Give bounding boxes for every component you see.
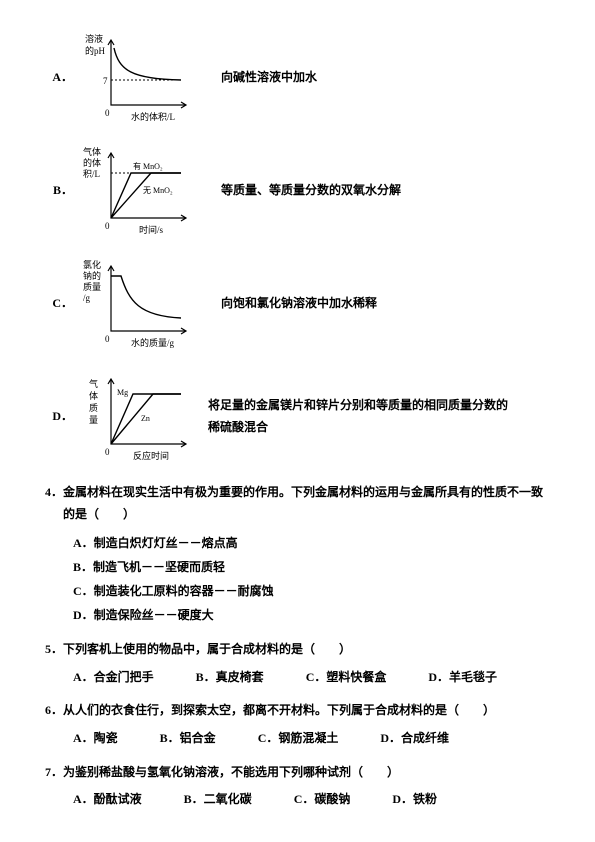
q6-b: B．铝合金 [160,728,216,750]
q5-d: D．羊毛毯子 [428,667,497,689]
q4-stem: 4．金属材料在现实生活中有极为重要的作用。下列金属材料的运用与金属所具有的性质不… [45,482,550,525]
graph-d-yl2: 体 [89,390,98,401]
q5-a: A．合金门把手 [73,667,154,689]
graph-b: 气体 的体 积/L 有 MnO₂ 无 MnO₂ 0 时间/s [81,143,196,238]
q3-d-desc: 将足量的金属镁片和锌片分别和等质量的相同质量分数的稀硫酸混合 [196,395,518,438]
graph-c-yl2: 钠的 [83,270,101,281]
q7-b: B．二氧化碳 [184,789,252,811]
q3-option-a: A． 溶液 的pH 7 0 水的体积/L 向碱性溶液中加水 [45,30,550,125]
q4-c: C．制造装化工原料的容器－－耐腐蚀 [73,579,550,603]
q5-stem: 5．下列客机上使用的物品中，属于合成材料的是（ ） [45,639,550,661]
graph-a-ylabel2: 的pH [85,45,106,56]
graph-b-line2: 无 MnO₂ [143,186,173,195]
graph-c: 氯化 钠的 质量 /g 0 水的质量/g [81,256,196,351]
q7-a: A．酚酞试液 [73,789,142,811]
q6-d: D．合成纤维 [380,728,449,750]
graph-b-yl2: 的体 [83,157,101,168]
graph-c-yl4: /g [83,293,91,303]
graph-d-xlabel: 反应时间 [133,450,169,461]
graph-d-yl4: 量 [89,415,98,425]
q7-d: D．铁粉 [392,789,437,811]
option-label-c: C． [45,293,81,315]
option-label-a: A． [45,67,81,89]
svg-text:0: 0 [105,334,110,344]
q5-c: C．塑料快餐盒 [306,667,387,689]
graph-d-line2: Zn [141,414,150,423]
q3-option-b: B． 气体 的体 积/L 有 MnO₂ 无 MnO₂ 0 时间/s 等质量、等质… [45,143,550,238]
q3-b-desc: 等质量、等质量分数的双氧水分解 [196,180,401,202]
q7-c: C．碳酸钠 [294,789,351,811]
graph-b-yl3: 积/L [83,168,100,179]
graph-d-yl1: 气 [89,378,98,389]
graph-b-xlabel: 时间/s [139,224,164,235]
q6-stem: 6．从人们的衣食住行，到探索太空，都离不开材料。下列属于合成材料的是（ ） [45,700,550,722]
q5-b: B．真皮椅套 [196,667,264,689]
graph-c-yl1: 氯化 [83,259,101,270]
q4-b: B．制造飞机－－坚硬而质轻 [73,555,550,579]
graph-a-ylabel1: 溶液 [85,33,103,44]
q6-c: C．钢筋混凝土 [258,728,339,750]
graph-b-yl1: 气体 [83,146,101,157]
q3-option-c: C． 氯化 钠的 质量 /g 0 水的质量/g 向饱和氯化钠溶液中加水稀释 [45,256,550,351]
q4-a: A．制造白炽灯灯丝－－熔点高 [73,531,550,555]
graph-d-yl3: 质 [89,402,98,413]
graph-c-xlabel: 水的质量/g [131,337,175,348]
q3-option-d: D． 气 体 质 量 Mg Zn 0 反应时间 将足量的金属镁片和锌片分别和等质… [45,369,550,464]
q6-a: A．陶瓷 [73,728,118,750]
svg-text:0: 0 [105,221,110,231]
graph-a: 溶液 的pH 7 0 水的体积/L [81,30,196,125]
graph-c-yl3: 质量 [83,281,101,292]
q3-a-desc: 向碱性溶液中加水 [196,67,317,89]
graph-d-line1: Mg [117,388,128,397]
svg-text:0: 0 [105,447,110,457]
graph-a-tick: 7 [103,76,108,86]
q7-stem: 7．为鉴别稀盐酸与氢氧化钠溶液，不能选用下列哪种试剂（ ） [45,762,550,784]
q3-c-desc: 向饱和氯化钠溶液中加水稀释 [196,293,377,315]
graph-a-xlabel: 水的体积/L [131,111,175,122]
option-label-d: D． [45,406,81,428]
q4-d: D．制造保险丝－－硬度大 [73,603,550,627]
graph-d: 气 体 质 量 Mg Zn 0 反应时间 [81,369,196,464]
svg-text:0: 0 [105,108,110,118]
option-label-b: B． [45,180,81,202]
graph-b-line1: 有 MnO₂ [133,161,163,171]
